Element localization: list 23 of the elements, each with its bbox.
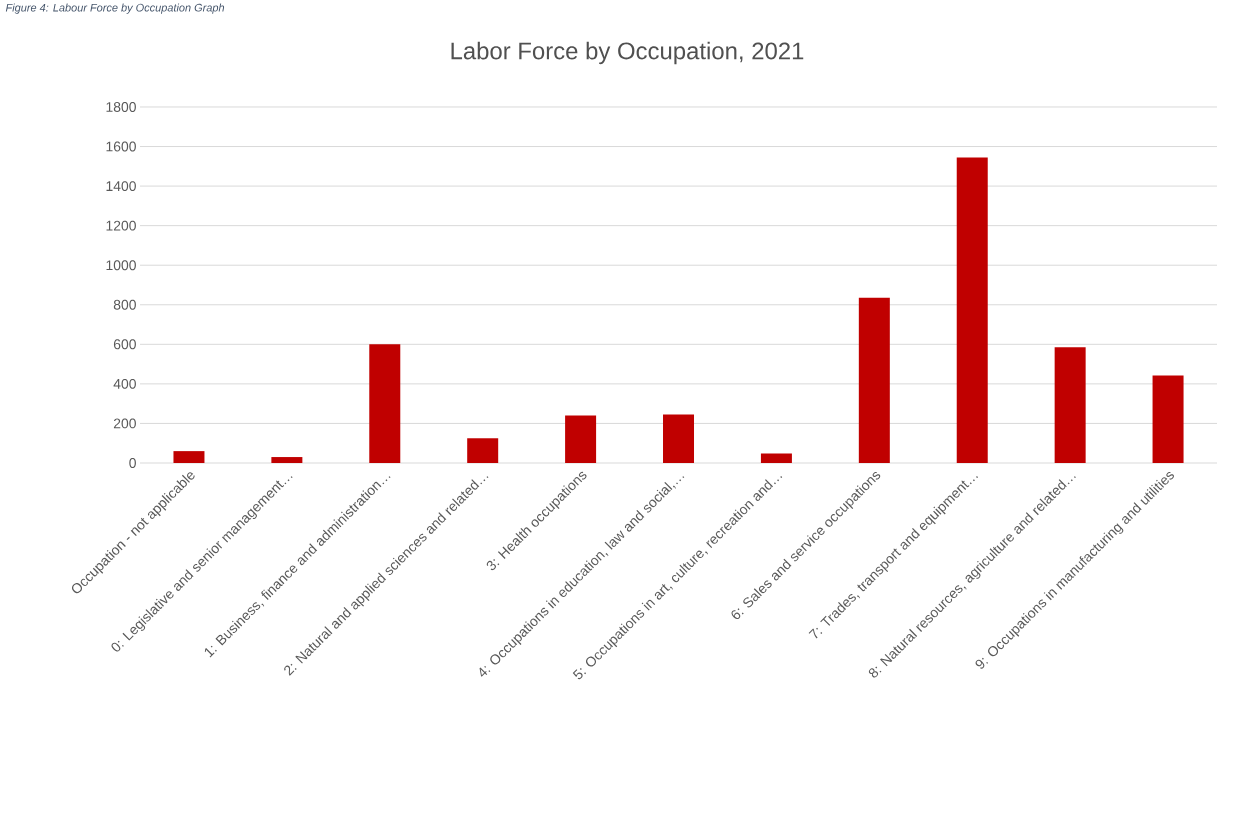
- y-tick-label: 1600: [106, 141, 136, 152]
- chart-title: Labor Force by Occupation, 2021: [451, 41, 804, 65]
- y-tick-label: 0: [129, 458, 136, 468]
- bar: [663, 414, 695, 463]
- y-tick-label: 600: [113, 339, 136, 350]
- bar: [565, 415, 597, 463]
- bar: [173, 451, 205, 463]
- bar: [760, 453, 792, 463]
- y-tick-label: 1400: [106, 181, 136, 192]
- y-tick-label: 1200: [106, 220, 136, 231]
- bar: [858, 297, 890, 463]
- bar: [271, 457, 303, 463]
- bar: [369, 344, 401, 463]
- bar: [1152, 375, 1184, 463]
- bar: [1054, 347, 1086, 463]
- bar: [467, 438, 499, 463]
- y-tick-label: 800: [113, 299, 136, 310]
- y-tick-label: 200: [113, 418, 136, 429]
- bar: [956, 157, 988, 463]
- y-tick-label: 1800: [106, 102, 136, 112]
- caption: Figure 4: Labour Force by Occupation Graph: [5, 3, 225, 14]
- y-tick-label: 400: [113, 378, 136, 389]
- y-tick-label: 1000: [106, 260, 136, 271]
